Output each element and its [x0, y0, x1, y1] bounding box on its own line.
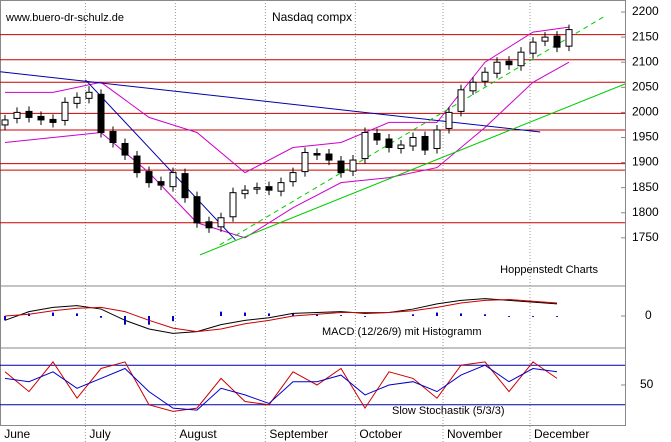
candle-body	[289, 172, 297, 183]
candle-body	[541, 36, 549, 42]
candle-body	[565, 29, 573, 47]
candle-body	[145, 171, 153, 184]
candle-body	[265, 186, 273, 191]
x-tick-label: August	[179, 427, 217, 441]
candle-body	[445, 111, 453, 129]
candle-body	[85, 91, 93, 99]
y-tick-label: 2100	[632, 54, 659, 68]
candle-body	[301, 152, 309, 173]
stochastic-d	[4, 364, 558, 411]
candle-body	[469, 81, 477, 92]
candle-body	[253, 187, 261, 190]
candle-body	[37, 115, 45, 121]
candle-body	[433, 129, 441, 150]
candle-body	[325, 153, 333, 161]
candle-body	[385, 138, 393, 149]
candle-body	[193, 196, 201, 224]
candle-body	[1, 119, 9, 126]
y-tick-label: 2050	[632, 79, 659, 93]
candle-body	[73, 96, 81, 104]
candle-body	[61, 101, 69, 121]
y-tick-label: 2150	[632, 29, 659, 43]
stochastic-label: Slow Stochastik (5/3/3)	[392, 405, 505, 417]
candle-body	[373, 132, 381, 141]
candle-body	[481, 71, 489, 82]
x-tick-label: July	[89, 427, 110, 441]
candle-body	[313, 153, 321, 156]
candle-body	[421, 135, 429, 151]
x-tick-label: December	[534, 427, 589, 441]
candle-body	[229, 192, 237, 218]
source: www.buero-dr-schulz.de	[5, 12, 124, 24]
chart-title: Nasdaq compx	[272, 10, 352, 24]
macd-line	[4, 298, 558, 334]
candle-body	[133, 155, 141, 174]
candle-body	[517, 51, 525, 67]
candle-body	[109, 130, 117, 144]
y-tick-label: 2000	[632, 105, 659, 119]
candle-body	[337, 160, 345, 174]
candle-body	[49, 118, 57, 123]
x-tick-label: October	[359, 427, 402, 441]
candle-body	[409, 136, 417, 147]
candle-body	[277, 182, 285, 192]
candle-body	[457, 89, 465, 112]
candle-body	[25, 110, 33, 118]
candle-body	[205, 221, 213, 229]
candle-body	[217, 217, 225, 228]
trendline	[85, 79, 236, 241]
candle-body	[529, 41, 537, 54]
candle-body	[397, 144, 405, 150]
stochastic-k	[4, 361, 558, 412]
frame	[0, 0, 626, 426]
y-tick-label: 50	[640, 377, 654, 391]
x-tick-label: November	[447, 427, 502, 441]
candle-body	[349, 159, 357, 172]
candle-body	[121, 143, 129, 156]
y-tick-label: 1800	[632, 205, 659, 219]
candle-body	[157, 181, 165, 186]
candle-body	[493, 61, 501, 74]
signal-line	[4, 299, 558, 333]
y-tick-label: 0	[645, 308, 652, 322]
candle-body	[13, 111, 21, 119]
candle-body	[241, 189, 249, 195]
band-lower	[4, 61, 570, 239]
y-tick-label: 1950	[632, 130, 659, 144]
candle-body	[505, 60, 513, 66]
trendline	[219, 15, 606, 246]
candle-body	[553, 35, 561, 48]
candle-body	[169, 172, 177, 188]
y-tick-label: 2200	[632, 4, 659, 18]
y-tick-label: 1850	[632, 180, 659, 194]
x-tick-label: September	[269, 427, 328, 441]
trendline	[199, 83, 625, 256]
candle-body	[361, 131, 369, 160]
candle-body	[97, 93, 105, 133]
candle-body	[181, 173, 189, 199]
y-tick-label: 1900	[632, 155, 659, 169]
credit: Hoppenstedt Charts	[500, 264, 598, 276]
x-tick-label: June	[4, 427, 30, 441]
y-tick-label: 1750	[632, 230, 659, 244]
band-upper	[5, 26, 570, 174]
macd-label: MACD (12/26/9) mit Histogramm	[322, 326, 482, 338]
